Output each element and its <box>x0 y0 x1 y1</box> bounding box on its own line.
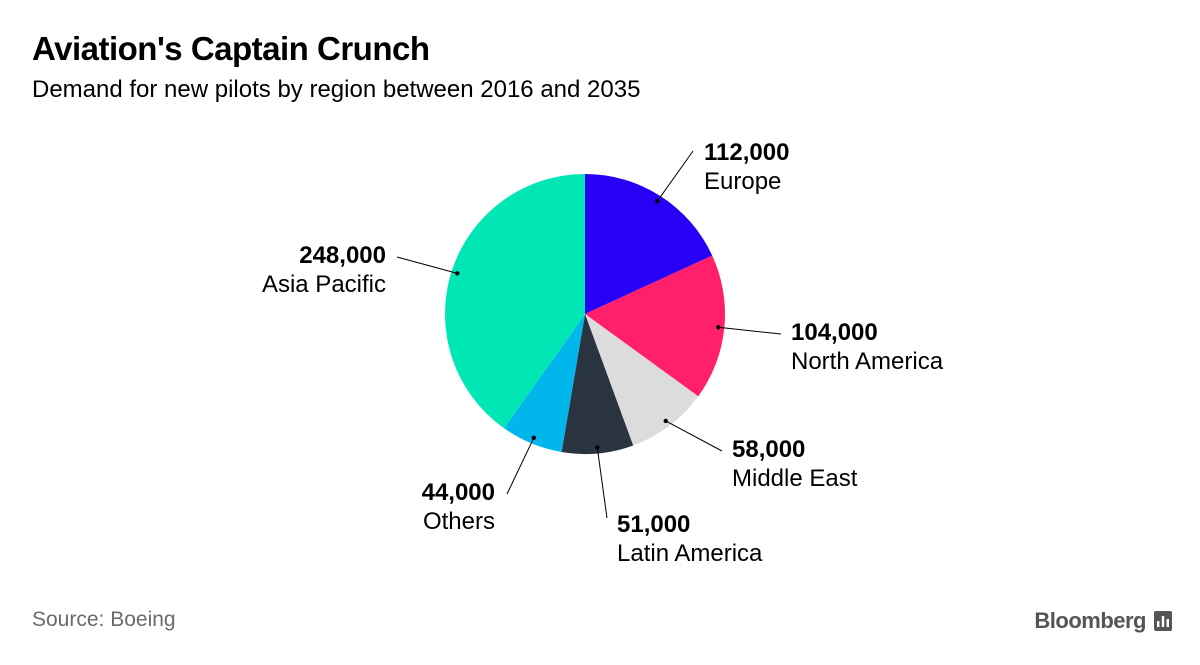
chart-title: Aviation's Captain Crunch <box>32 30 430 67</box>
value-label-europe: 112,000 <box>704 139 789 166</box>
pie-slices <box>444 174 725 454</box>
pie-slice-north-america <box>585 255 725 397</box>
region-label-others: Others <box>423 508 495 535</box>
pie-slice-latin-america <box>561 314 634 454</box>
chart-subtitle: Demand for new pilots by region between … <box>32 76 641 103</box>
leader-line-latin-america <box>596 447 608 519</box>
pie-slice-europe <box>585 174 713 314</box>
bloomberg-chart-icon <box>1154 611 1172 631</box>
leader-dot-asia-pacific <box>455 271 460 276</box>
region-label-latin-america: Latin America <box>617 540 763 567</box>
pie-slice-asia-pacific <box>444 174 585 429</box>
region-label-middle-east: Middle East <box>732 465 858 492</box>
region-label-asia-pacific: Asia Pacific <box>262 271 386 298</box>
leader-dot-europe <box>655 199 660 204</box>
value-label-asia-pacific: 248,000 <box>299 242 386 269</box>
brand-name: Bloomberg <box>1034 608 1146 633</box>
value-label-middle-east: 58,000 <box>732 436 805 463</box>
bloomberg-logo: Bloomberg <box>1034 608 1172 634</box>
leader-dot-middle-east <box>663 418 668 424</box>
value-label-north-america: 104,000 <box>791 319 878 346</box>
leader-line-europe <box>656 150 694 202</box>
leader-dot-north-america <box>716 325 721 330</box>
value-label-others: 44,000 <box>422 479 495 506</box>
source-note: Source: Boeing <box>32 608 176 631</box>
leader-line-middle-east <box>665 420 723 452</box>
leader-line-asia-pacific <box>396 256 458 274</box>
leader-dot-others <box>531 435 536 441</box>
leader-dot-latin-america <box>595 445 600 450</box>
leader-line-north-america <box>718 326 782 335</box>
value-label-latin-america: 51,000 <box>617 511 690 538</box>
region-label-north-america: North America <box>791 348 944 375</box>
region-label-europe: Europe <box>704 168 781 195</box>
leader-lines <box>396 150 782 519</box>
leader-line-others <box>506 437 535 495</box>
pie-slice-others <box>504 314 585 453</box>
pie-slice-middle-east <box>585 314 699 446</box>
